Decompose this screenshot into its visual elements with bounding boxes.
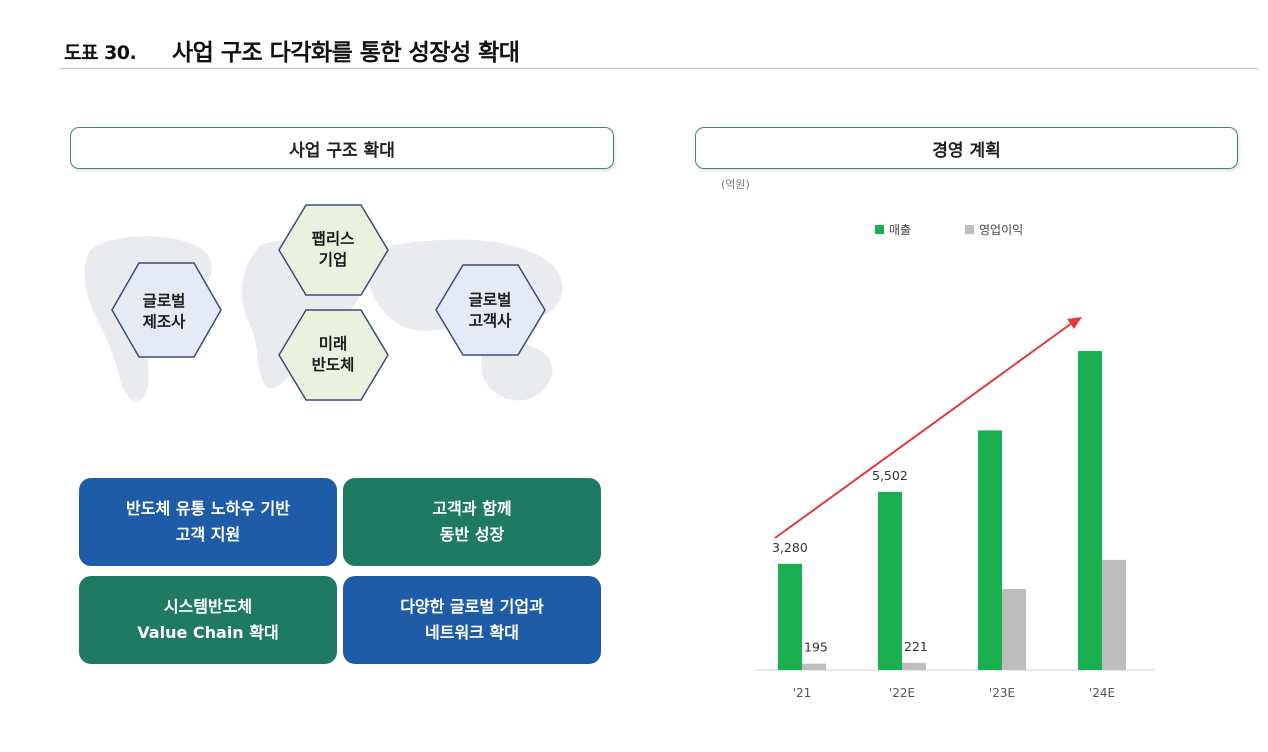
tile-line: Value Chain 확대 (137, 623, 279, 642)
world-map-graphic (84, 204, 563, 402)
title-divider (60, 68, 1258, 69)
hexagon-global-manufacturer (111, 262, 222, 358)
unit-label: (억원) (721, 178, 750, 191)
data-label: 221 (904, 639, 928, 654)
hex-label-fabless: 팹리스 기업 (311, 230, 355, 269)
legend-swatch (875, 225, 884, 234)
x-tick-label: '24E (1089, 686, 1115, 700)
trend-arrow-line (774, 322, 1073, 539)
x-tick-label: '22E (889, 686, 915, 700)
figure-label: 도표 30. (64, 42, 137, 64)
legend-label: 매출 (889, 223, 911, 237)
tile-value-chain: 시스템반도체 Value Chain 확대 (79, 576, 337, 664)
business-structure-header: 사업 구조 확대 (70, 127, 614, 169)
bar-revenue (1078, 351, 1102, 670)
x-tick-label: '23E (989, 686, 1015, 700)
legend-label: 영업이익 (979, 223, 1023, 237)
bar-revenue (878, 491, 902, 670)
bar-revenue (978, 430, 1002, 670)
hexagon-future-semiconductor (278, 309, 389, 401)
tile-line: 고객과 함께 (432, 499, 512, 518)
data-label: 5,502 (872, 468, 908, 483)
bar-revenue (778, 563, 802, 670)
hex-label-global-customer: 글로벌 고객사 (468, 291, 512, 330)
hex-label-global-manufacturer: 글로벌 제조사 (142, 292, 186, 331)
legend-swatch (965, 225, 974, 234)
tile-line: 시스템반도체 (163, 597, 253, 616)
tile-line: 동반 성장 (439, 525, 505, 544)
trend-arrow-head (1067, 317, 1082, 329)
bar-operating-profit (802, 663, 826, 670)
x-tick-label: '21 (793, 686, 812, 700)
business-plan-chart: 매출 영업이익 3,280 195 '21 5,502 221 '22E '23E '24E (755, 223, 1155, 700)
data-label: 3,280 (772, 540, 808, 555)
business-plan-header: 경영 계획 (695, 127, 1238, 169)
tile-line: 네트워크 확대 (425, 623, 519, 642)
bar-operating-profit (902, 662, 926, 670)
hexagon-fabless (278, 204, 389, 296)
bar-operating-profit (1002, 589, 1026, 670)
hexagon-global-customer (435, 264, 546, 356)
tile-network-expansion: 다양한 글로벌 기업과 네트워크 확대 (343, 576, 601, 664)
hex-label-future-semiconductor: 미래 반도체 (311, 335, 355, 374)
tile-line: 반도체 유통 노하우 기반 (126, 499, 290, 518)
figure-title: 사업 구조 다각화를 통한 성장성 확대 (172, 40, 520, 66)
tile-customer-support: 반도체 유통 노하우 기반 고객 지원 (79, 478, 337, 566)
tile-line: 고객 지원 (175, 525, 241, 544)
bar-operating-profit (1102, 559, 1126, 670)
tile-line: 다양한 글로벌 기업과 (400, 597, 544, 616)
tile-shared-growth: 고객과 함께 동반 성장 (343, 478, 601, 566)
data-label: 195 (804, 640, 828, 655)
